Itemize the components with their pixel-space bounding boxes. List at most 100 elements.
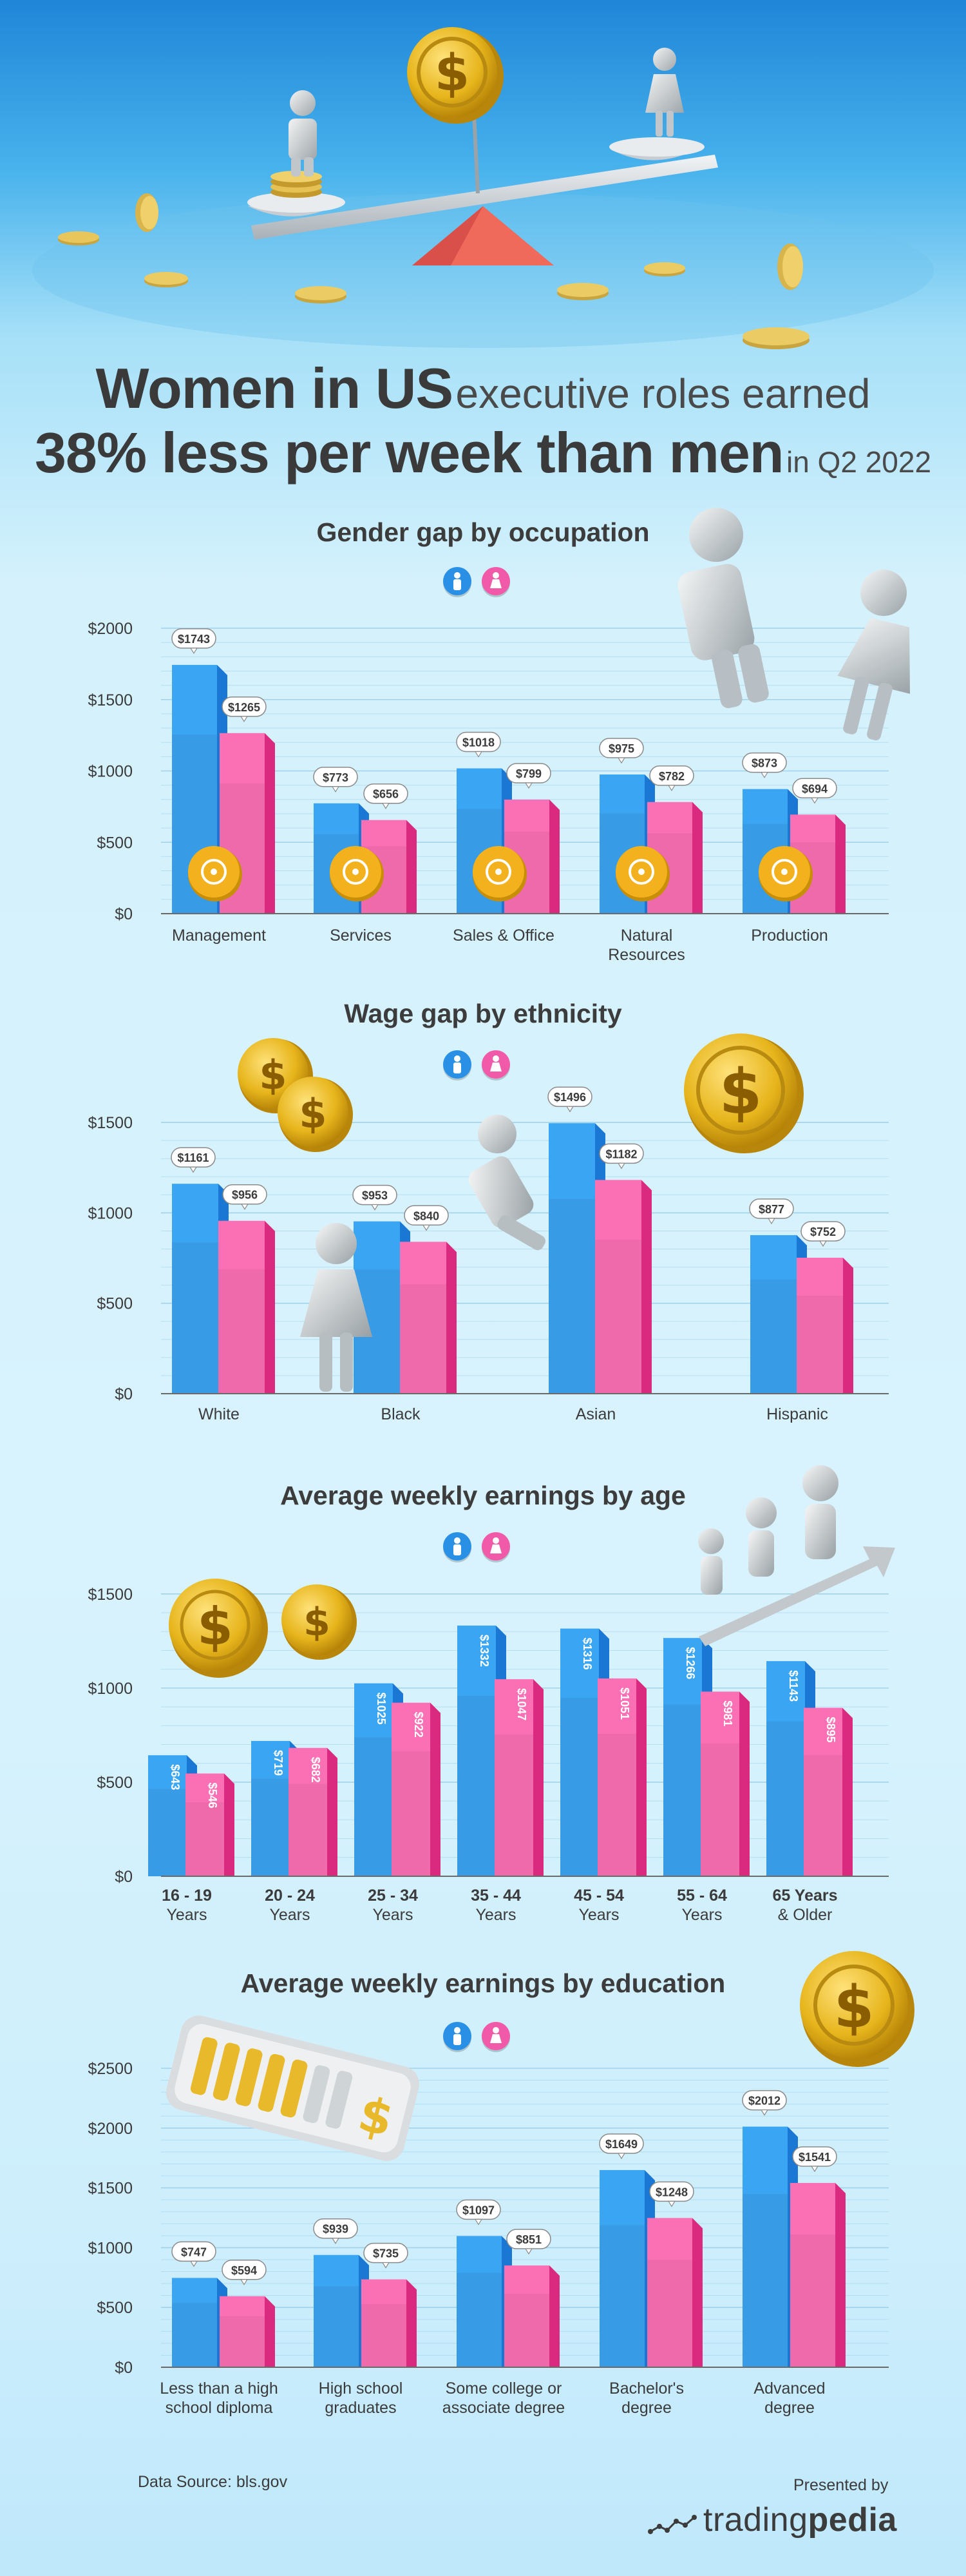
- y-tick-label: $1000: [88, 1204, 133, 1222]
- value-bubble-tail: [189, 2260, 198, 2267]
- woman-figure-icon: [837, 570, 911, 740]
- women-bar: [400, 1242, 446, 1394]
- man-figure-icon: [677, 508, 769, 709]
- category-label: Less than a high: [160, 2379, 278, 2398]
- value-bubble-tail: [240, 1204, 249, 1210]
- bar-shade: [595, 1240, 641, 1394]
- women-bar: [804, 1707, 842, 1876]
- bar-shade: [361, 2303, 406, 2367]
- chart-education: $0 $500 $1000 $1500 $2000 $2500 $747 $594 Less t…: [88, 2060, 889, 2417]
- men-bar: [457, 1625, 496, 1876]
- category-label: Some college or: [446, 2379, 562, 2398]
- man-figure-icon: [270, 90, 322, 198]
- women-legend-icon: [482, 1050, 510, 1079]
- value-label: $1018: [462, 736, 495, 749]
- value-label: $594: [231, 2264, 257, 2277]
- woman-figure-icon: [645, 48, 684, 137]
- y-tick-label: $1000: [88, 1680, 133, 1698]
- value-label: $939: [323, 2223, 348, 2236]
- value-label: $546: [206, 1783, 219, 1809]
- value-label: $643: [169, 1764, 182, 1790]
- bar-shade: [495, 1734, 533, 1876]
- women-bar: [392, 1702, 430, 1876]
- women-bar: [790, 2182, 835, 2367]
- value-bubble-tail: [819, 1240, 828, 1247]
- occupation-chart-title: Gender gap by occupation: [316, 517, 650, 547]
- value-label: $840: [413, 1209, 439, 1222]
- value-label: $1047: [515, 1688, 528, 1720]
- category-label: Years: [578, 1906, 619, 1924]
- services-icon: [352, 869, 359, 875]
- value-label: $1182: [605, 1148, 637, 1160]
- bar-shade: [504, 2294, 549, 2367]
- women-bar: [185, 1773, 224, 1876]
- bar-shade: [289, 1783, 327, 1876]
- women-legend-icon: [482, 2022, 510, 2050]
- women-bar-side: [692, 2218, 703, 2367]
- men-bar: [172, 2278, 217, 2367]
- women-bar: [598, 1678, 636, 1876]
- dollar-coin-icon: $: [800, 1951, 914, 2067]
- value-label: $747: [181, 2245, 207, 2258]
- svg-text:$: $: [719, 1056, 762, 1128]
- bar-shade: [148, 1789, 187, 1876]
- value-label: $1025: [375, 1693, 388, 1725]
- women-bar-side: [265, 1220, 275, 1394]
- man-figure-icon: [468, 1115, 546, 1251]
- men-legend-icon: [443, 567, 471, 595]
- bar-shade: [251, 1778, 290, 1876]
- category-label: High school: [319, 2379, 403, 2398]
- production-icon: [781, 869, 788, 875]
- y-tick-label: $2000: [88, 620, 133, 638]
- category-label: school diploma: [166, 2399, 273, 2417]
- tradingpedia-logo[interactable]: tradingpedia: [648, 2498, 896, 2543]
- value-bubble-tail: [240, 716, 249, 722]
- value-label: $735: [373, 2247, 399, 2260]
- men-bar: [549, 1123, 595, 1394]
- women-bar: [361, 2279, 406, 2367]
- y-tick-label: $2500: [88, 2060, 133, 2078]
- women-bar-side: [641, 1180, 652, 1394]
- education-chart-title: Average weekly earnings by education: [240, 1968, 726, 1998]
- y-tick-label: $1500: [88, 2180, 133, 2198]
- bar-shade: [804, 1754, 842, 1876]
- women-bar: [797, 1257, 843, 1394]
- y-tick-label: $0: [115, 2359, 133, 2377]
- svg-text:$: $: [259, 1052, 287, 1099]
- men-bar: [750, 1235, 797, 1394]
- value-label: $1496: [554, 1091, 586, 1104]
- value-label: $1161: [177, 1151, 209, 1164]
- value-label: $1332: [478, 1635, 491, 1667]
- value-bubble-tail: [331, 786, 340, 793]
- category-label: & Older: [778, 1906, 833, 1924]
- bar-shade: [750, 1279, 797, 1394]
- value-label: $922: [412, 1712, 425, 1738]
- men-bar: [172, 1184, 218, 1394]
- category-label: 55 - 64: [677, 1887, 727, 1905]
- men-bar: [354, 1683, 393, 1876]
- y-tick-label: $500: [97, 2299, 133, 2317]
- category-label: Production: [751, 927, 828, 945]
- headline-rest-1: executive roles earned: [455, 370, 871, 417]
- women-bar-side: [549, 800, 560, 914]
- y-tick-label: $1000: [88, 763, 133, 781]
- management-icon: [211, 869, 217, 875]
- bar-shade: [457, 2273, 502, 2367]
- value-bubble-tail: [667, 2200, 676, 2207]
- natural-resources-icon: [638, 869, 645, 875]
- value-bubble-tail: [617, 1162, 626, 1169]
- presented-by: Presented by: [793, 2476, 889, 2494]
- value-label: $1649: [605, 2138, 638, 2151]
- bar-shade: [314, 2286, 359, 2367]
- value-bubble-tail: [617, 757, 626, 764]
- value-label: $773: [323, 771, 348, 784]
- value-label: $752: [810, 1226, 836, 1238]
- value-label: $1143: [787, 1670, 800, 1702]
- woman-figure-icon: [300, 1223, 372, 1392]
- category-label: Years: [681, 1906, 722, 1924]
- value-label: $877: [759, 1203, 784, 1216]
- bar-shade: [701, 1743, 739, 1876]
- chart-occupation: $0 $500 $1000 $1500 $2000 $1743 $1265 Managemen…: [88, 620, 889, 964]
- sales-office-icon: [486, 859, 511, 885]
